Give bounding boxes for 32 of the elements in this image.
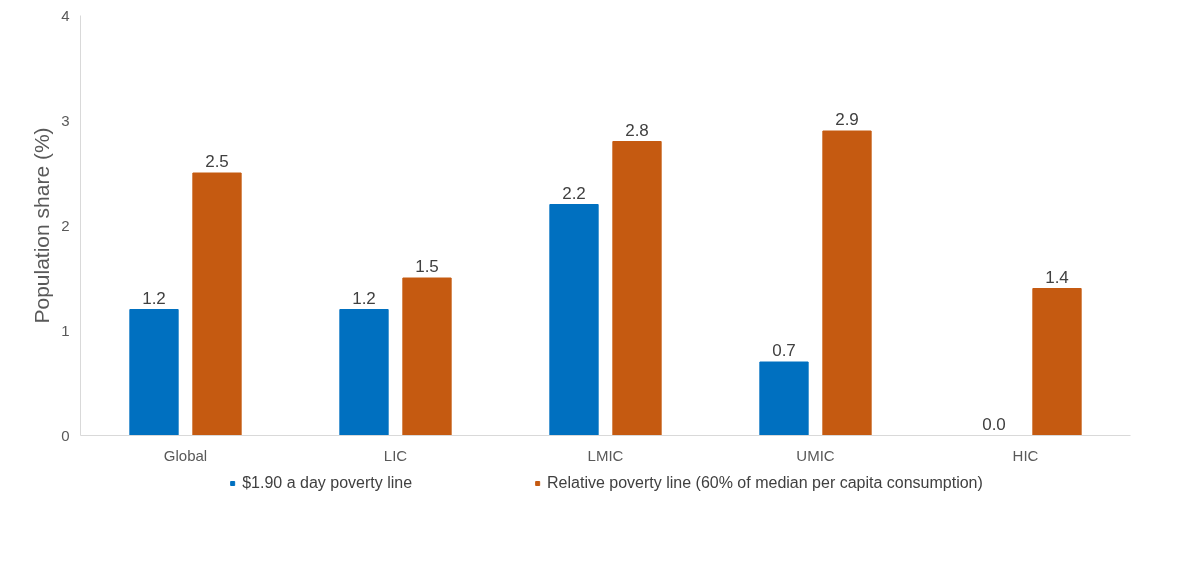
x-tick-label: LIC [383,446,408,464]
data-label: 2.8 [625,120,649,140]
bar [339,309,389,436]
data-label: 1.2 [142,288,166,308]
x-tick-label: LMIC [587,446,624,464]
bar [402,277,452,436]
bar [822,130,872,436]
x-tick-label: UMIC [796,446,835,464]
x-tick-label: Global [163,446,208,464]
legend-label: $1.90 a day poverty line [242,474,413,492]
legend-label: Relative poverty line (60% of median per capita consumption) [547,474,983,492]
bar [759,361,809,436]
y-tick-label: 2 [61,216,70,234]
y-tick-label: 1 [61,321,70,339]
y-tick-label: 3 [61,111,70,129]
x-tick-label: HIC [1012,446,1039,464]
data-label: 2.9 [835,110,859,129]
bar [129,309,179,436]
bar [549,204,599,436]
bar [612,141,662,436]
bar [192,172,242,436]
data-label: 2.5 [205,152,229,171]
data-label: 0.7 [772,341,796,360]
bar [1032,288,1082,436]
y-axis-title: Population share (%) [30,127,54,324]
data-label: 1.2 [352,288,376,308]
data-label: 2.2 [562,183,586,203]
y-tick-label: 0 [61,426,70,444]
y-tick-label: 4 [61,6,70,24]
data-label: 0.0 [982,414,1006,434]
data-label: 1.5 [415,257,439,276]
data-label: 1.4 [1045,267,1069,287]
